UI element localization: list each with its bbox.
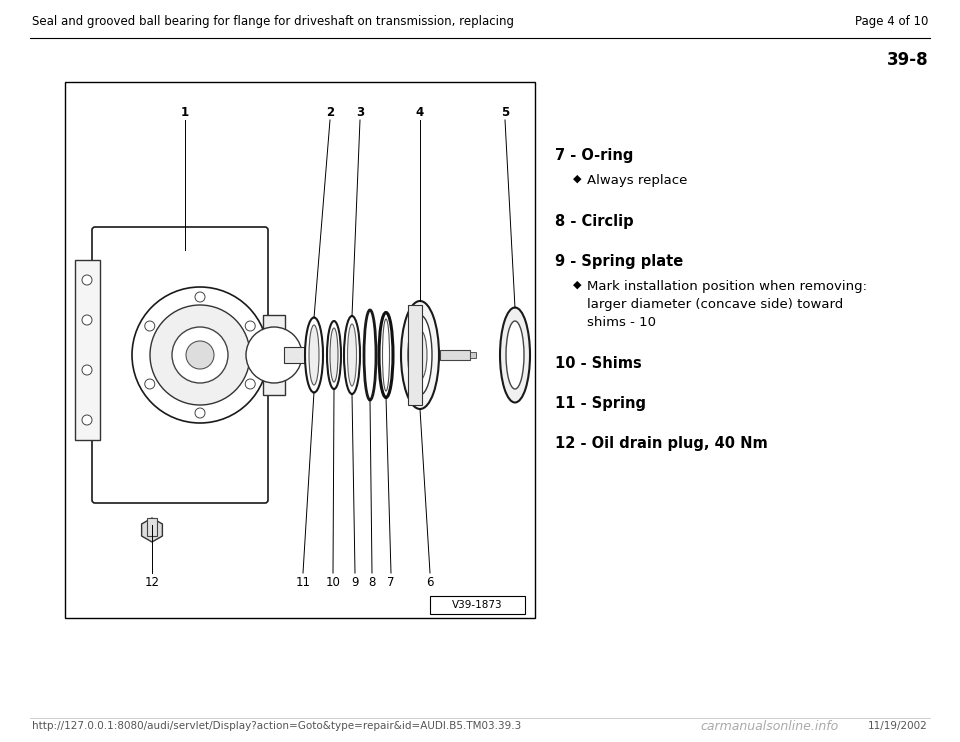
Circle shape [82, 275, 92, 285]
Circle shape [245, 379, 255, 389]
Ellipse shape [348, 324, 356, 386]
Text: 12 - Oil drain plug, 40 Nm: 12 - Oil drain plug, 40 Nm [555, 436, 768, 451]
Text: Mark installation position when removing:: Mark installation position when removing… [587, 280, 867, 293]
Text: 8: 8 [369, 576, 375, 588]
Polygon shape [142, 518, 162, 542]
Text: 11: 11 [296, 576, 310, 588]
Bar [440, 350, 470, 360]
Ellipse shape [401, 301, 439, 409]
Text: Page 4 of 10: Page 4 of 10 [854, 16, 928, 28]
Ellipse shape [408, 315, 432, 395]
Text: 1: 1 [180, 105, 189, 119]
Text: V39-1873: V39-1873 [452, 600, 502, 610]
Bar [470, 352, 476, 358]
Bar [284, 347, 314, 363]
Circle shape [195, 292, 205, 302]
Circle shape [172, 327, 228, 383]
Text: ◆: ◆ [573, 280, 582, 290]
Text: 9: 9 [351, 576, 359, 588]
Ellipse shape [506, 321, 524, 389]
Text: 9 - Spring plate: 9 - Spring plate [555, 254, 684, 269]
Ellipse shape [413, 330, 427, 380]
Ellipse shape [330, 328, 338, 382]
FancyBboxPatch shape [92, 227, 268, 503]
Bar [75, 260, 100, 440]
Ellipse shape [327, 321, 341, 389]
Bar [430, 596, 525, 614]
Circle shape [246, 327, 302, 383]
Ellipse shape [309, 325, 319, 385]
Ellipse shape [500, 307, 530, 402]
Text: 4: 4 [416, 105, 424, 119]
Circle shape [82, 415, 92, 425]
Text: ◆: ◆ [573, 174, 582, 184]
Text: 3: 3 [356, 105, 364, 119]
Text: 11/19/2002: 11/19/2002 [868, 721, 928, 731]
Text: 5: 5 [501, 105, 509, 119]
Circle shape [82, 365, 92, 375]
Text: 2: 2 [326, 105, 334, 119]
Text: carmanualsonline.info: carmanualsonline.info [700, 720, 838, 732]
Circle shape [145, 379, 155, 389]
Text: shims - 10: shims - 10 [587, 316, 656, 329]
Circle shape [150, 305, 250, 405]
Text: 7 - O-ring: 7 - O-ring [555, 148, 634, 163]
Bar [263, 315, 285, 395]
Circle shape [245, 321, 255, 331]
Text: http://127.0.0.1:8080/audi/servlet/Display?action=Goto&type=repair&id=AUDI.B5.TM: http://127.0.0.1:8080/audi/servlet/Displ… [32, 721, 521, 731]
Bar [408, 305, 422, 405]
Ellipse shape [305, 318, 323, 393]
Bar [147, 518, 157, 536]
Text: 12: 12 [145, 576, 159, 588]
Ellipse shape [344, 316, 360, 394]
Circle shape [186, 341, 214, 369]
Text: larger diameter (concave side) toward: larger diameter (concave side) toward [587, 298, 843, 311]
Circle shape [82, 315, 92, 325]
Text: Always replace: Always replace [587, 174, 687, 187]
Circle shape [195, 408, 205, 418]
Text: 10 - Shims: 10 - Shims [555, 356, 641, 371]
Text: 39-8: 39-8 [886, 51, 928, 69]
Text: 11 - Spring: 11 - Spring [555, 396, 646, 411]
Text: Seal and grooved ball bearing for flange for driveshaft on transmission, replaci: Seal and grooved ball bearing for flange… [32, 16, 514, 28]
Text: 10: 10 [325, 576, 341, 588]
Text: 7: 7 [387, 576, 395, 588]
Circle shape [145, 321, 155, 331]
Text: 8 - Circlip: 8 - Circlip [555, 214, 634, 229]
Text: 6: 6 [426, 576, 434, 588]
Bar [65, 82, 535, 618]
Circle shape [132, 287, 268, 423]
